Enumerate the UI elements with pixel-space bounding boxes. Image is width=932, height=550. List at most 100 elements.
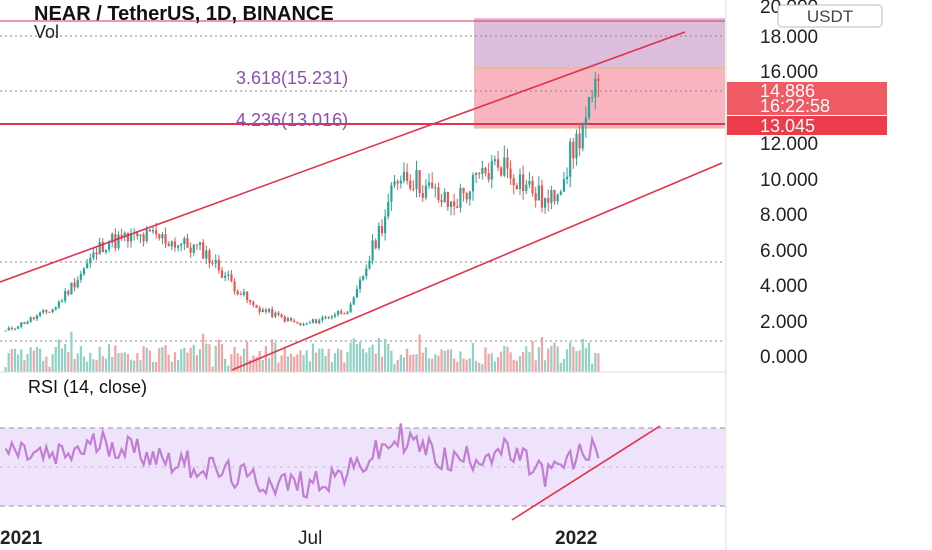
candle-body <box>443 191 446 203</box>
candle-body <box>333 314 337 317</box>
candle-body <box>365 268 368 277</box>
currency-button[interactable]: USDT <box>777 4 883 28</box>
volume-bar <box>352 338 355 372</box>
volume-bar <box>572 346 575 372</box>
volume-bar <box>20 349 23 372</box>
candle-body <box>424 185 428 198</box>
candle-body <box>117 234 120 249</box>
volume-bar <box>230 354 233 372</box>
candle-body <box>142 234 145 242</box>
candle-body <box>67 291 70 295</box>
volume-bar <box>377 337 380 372</box>
volume-bar <box>365 352 368 372</box>
candle-body <box>195 244 199 246</box>
volume-bar <box>415 354 418 372</box>
candle-body <box>572 141 575 159</box>
volume-bar <box>591 363 594 372</box>
volume-bar <box>264 345 268 372</box>
volume-bar <box>233 346 236 372</box>
price-tick: 2.000 <box>760 312 808 333</box>
volume-bar <box>145 347 148 372</box>
volume-bar <box>340 349 343 372</box>
candle-body <box>490 161 493 180</box>
candle-body <box>180 244 183 246</box>
candle-body <box>553 189 556 202</box>
candle-body <box>148 229 151 232</box>
volume-bar <box>205 343 208 372</box>
candle-body <box>349 304 352 313</box>
candle-body <box>512 178 515 186</box>
candle-body <box>440 199 443 203</box>
candle-body <box>186 238 189 248</box>
volume-bar <box>220 343 224 372</box>
volume-bar <box>318 348 321 372</box>
candle-body <box>261 309 264 313</box>
candle-body <box>26 321 29 325</box>
candle-body <box>330 316 333 318</box>
volume-bar <box>101 356 104 372</box>
volume-bar <box>424 347 428 372</box>
currency-button-frame[interactable] <box>777 4 883 28</box>
volume-bar <box>343 362 346 372</box>
volume-bar <box>133 360 136 372</box>
volume-bar <box>453 358 456 372</box>
volume-bar <box>396 360 399 372</box>
candle-body <box>371 240 374 261</box>
candle-body <box>336 311 340 315</box>
volume-bar <box>446 349 449 372</box>
volume-bar <box>528 352 531 372</box>
volume-bar <box>280 355 283 372</box>
volume-bar <box>252 355 255 372</box>
volume-bar <box>158 348 161 372</box>
rsi-label: RSI (14, close) <box>28 377 147 397</box>
volume-bar <box>48 366 51 372</box>
volume-bar <box>456 361 459 372</box>
volume-bar <box>518 356 522 372</box>
candle-body <box>299 323 302 326</box>
volume-bar <box>522 352 525 372</box>
volume-bar <box>73 359 76 372</box>
candle-body <box>390 185 393 202</box>
volume-bar <box>139 360 142 372</box>
currency-button-label[interactable]: USDT <box>807 7 853 26</box>
volume-bar <box>82 356 86 372</box>
volume-bar <box>4 367 7 372</box>
volume-bar <box>302 355 305 372</box>
volume-bar <box>126 354 130 372</box>
fib-zone-group <box>474 18 725 129</box>
volume-bar <box>114 345 117 372</box>
candle-body <box>89 258 92 264</box>
volume-bar <box>421 352 424 372</box>
candle-body <box>308 322 311 324</box>
candle-body <box>161 234 164 239</box>
candle-body <box>584 117 587 125</box>
volume-bar <box>57 339 60 372</box>
candle-body <box>522 174 525 192</box>
volume-bar <box>537 347 540 372</box>
candle-body <box>434 187 437 189</box>
level-price-value: 13.045 <box>760 116 815 136</box>
volume-bar <box>459 351 462 372</box>
candle-body <box>57 301 60 308</box>
candle-body <box>13 328 17 330</box>
candle-body <box>264 309 268 312</box>
volume-bar <box>148 350 151 372</box>
candle-body <box>496 159 500 168</box>
candle-body <box>415 170 418 190</box>
candle-body <box>346 312 349 314</box>
candle-body <box>155 230 158 235</box>
volume-bar <box>195 354 199 372</box>
candle-body <box>252 301 255 305</box>
candle-body <box>421 192 424 198</box>
volume-bar <box>261 359 264 372</box>
candle-body <box>214 259 217 264</box>
candle-body <box>581 124 584 149</box>
trend-channel <box>0 31 723 371</box>
time-label: 2021 <box>0 528 43 549</box>
candle-body <box>559 191 562 195</box>
volume-bar <box>471 342 475 372</box>
candle-body <box>462 187 465 194</box>
candle-body <box>35 315 39 319</box>
candle-body <box>274 312 277 317</box>
candle-body <box>76 279 79 288</box>
